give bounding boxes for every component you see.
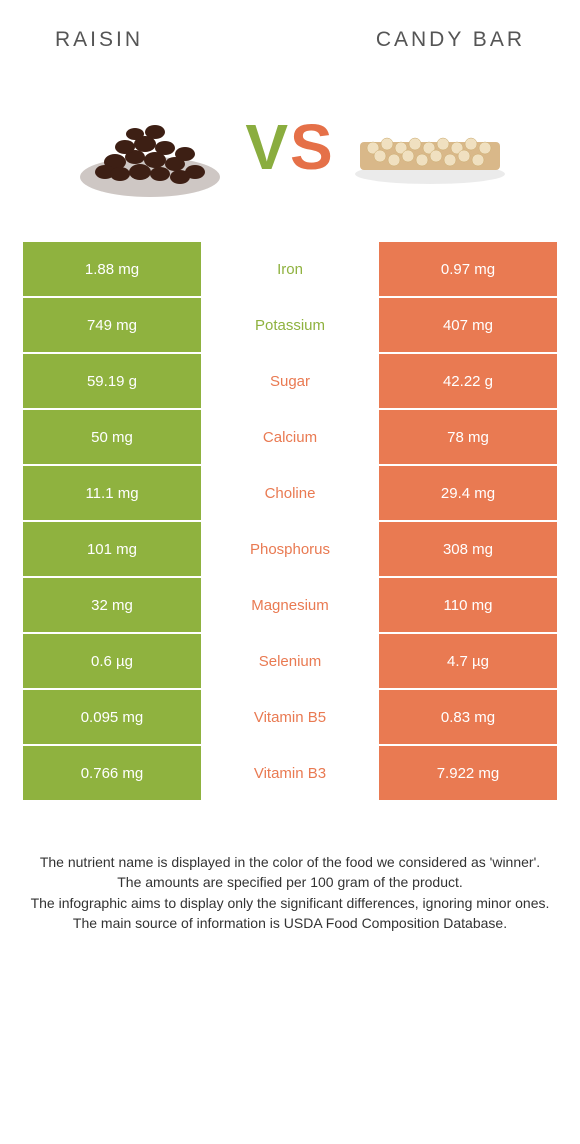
right-value-cell: 7.922 mg (379, 746, 557, 800)
left-value-cell: 32 mg (23, 578, 201, 632)
candy-bar-image (345, 92, 515, 202)
right-food-label: CANDY BAR (376, 28, 525, 52)
header-row: RAISIN CANDY BAR (0, 0, 580, 62)
table-row: 59.19 gSugar42.22 g (23, 354, 557, 410)
nutrient-label-cell: Phosphorus (201, 522, 379, 576)
nutrient-label-cell: Calcium (201, 410, 379, 464)
left-value-cell: 0.766 mg (23, 746, 201, 800)
right-value-cell: 308 mg (379, 522, 557, 576)
footer-line: The amounts are specified per 100 gram o… (24, 872, 556, 892)
nutrient-label-cell: Magnesium (201, 578, 379, 632)
right-value-cell: 0.97 mg (379, 242, 557, 296)
table-row: 50 mgCalcium78 mg (23, 410, 557, 466)
nutrient-label-cell: Iron (201, 242, 379, 296)
left-value-cell: 749 mg (23, 298, 201, 352)
right-value-cell: 0.83 mg (379, 690, 557, 744)
table-row: 0.766 mgVitamin B37.922 mg (23, 746, 557, 802)
table-row: 749 mgPotassium407 mg (23, 298, 557, 354)
footer-notes: The nutrient name is displayed in the co… (0, 802, 580, 933)
left-value-cell: 50 mg (23, 410, 201, 464)
table-row: 101 mgPhosphorus308 mg (23, 522, 557, 578)
vs-row: VS (0, 62, 580, 242)
footer-line: The nutrient name is displayed in the co… (24, 852, 556, 872)
footer-line: The main source of information is USDA F… (24, 913, 556, 933)
nutrient-label-cell: Vitamin B3 (201, 746, 379, 800)
vs-label: VS (245, 110, 334, 184)
right-value-cell: 110 mg (379, 578, 557, 632)
right-value-cell: 29.4 mg (379, 466, 557, 520)
right-value-cell: 42.22 g (379, 354, 557, 408)
table-row: 0.095 mgVitamin B50.83 mg (23, 690, 557, 746)
comparison-table: 1.88 mgIron0.97 mg749 mgPotassium407 mg5… (23, 242, 557, 802)
table-row: 11.1 mgCholine29.4 mg (23, 466, 557, 522)
left-food-label: RAISIN (55, 28, 143, 52)
nutrient-label-cell: Choline (201, 466, 379, 520)
nutrient-label-cell: Vitamin B5 (201, 690, 379, 744)
right-value-cell: 407 mg (379, 298, 557, 352)
nutrient-label-cell: Sugar (201, 354, 379, 408)
table-row: 32 mgMagnesium110 mg (23, 578, 557, 634)
left-value-cell: 59.19 g (23, 354, 201, 408)
right-value-cell: 4.7 µg (379, 634, 557, 688)
vs-v-letter: V (245, 111, 290, 183)
table-row: 0.6 µgSelenium4.7 µg (23, 634, 557, 690)
footer-line: The infographic aims to display only the… (24, 893, 556, 913)
vs-s-letter: S (290, 111, 335, 183)
nutrient-label-cell: Potassium (201, 298, 379, 352)
right-value-cell: 78 mg (379, 410, 557, 464)
left-value-cell: 11.1 mg (23, 466, 201, 520)
table-row: 1.88 mgIron0.97 mg (23, 242, 557, 298)
left-value-cell: 0.6 µg (23, 634, 201, 688)
left-value-cell: 101 mg (23, 522, 201, 576)
left-value-cell: 1.88 mg (23, 242, 201, 296)
nutrient-label-cell: Selenium (201, 634, 379, 688)
left-value-cell: 0.095 mg (23, 690, 201, 744)
raisin-image (65, 92, 235, 202)
